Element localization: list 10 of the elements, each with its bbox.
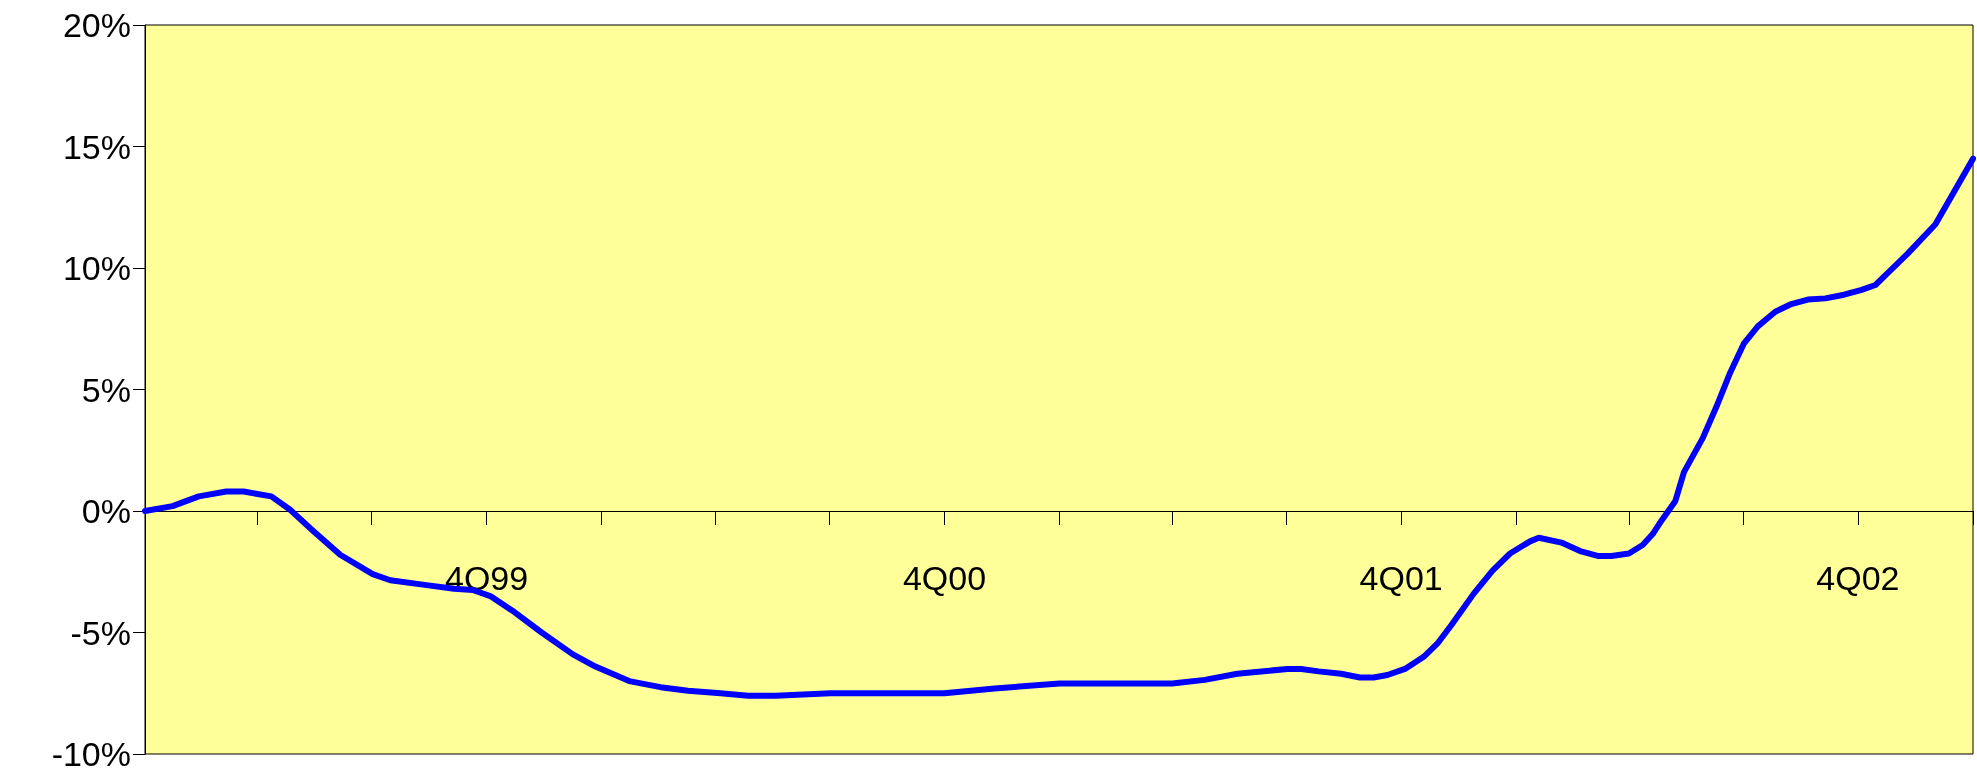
y-tick-label: -10%	[51, 735, 131, 772]
x-tick-label: 4Q01	[1359, 559, 1443, 597]
x-tick-label: 4Q00	[902, 559, 987, 597]
y-tick-label: 0%	[81, 492, 131, 530]
y-tick-label: 20%	[62, 6, 131, 44]
y-tick-label: 10%	[62, 249, 131, 287]
y-tick-label: -5%	[70, 613, 131, 652]
x-tick-label: 4Q02	[1816, 559, 1900, 597]
y-tick-label: 15%	[62, 127, 131, 166]
y-tick-label: 5%	[81, 370, 131, 409]
